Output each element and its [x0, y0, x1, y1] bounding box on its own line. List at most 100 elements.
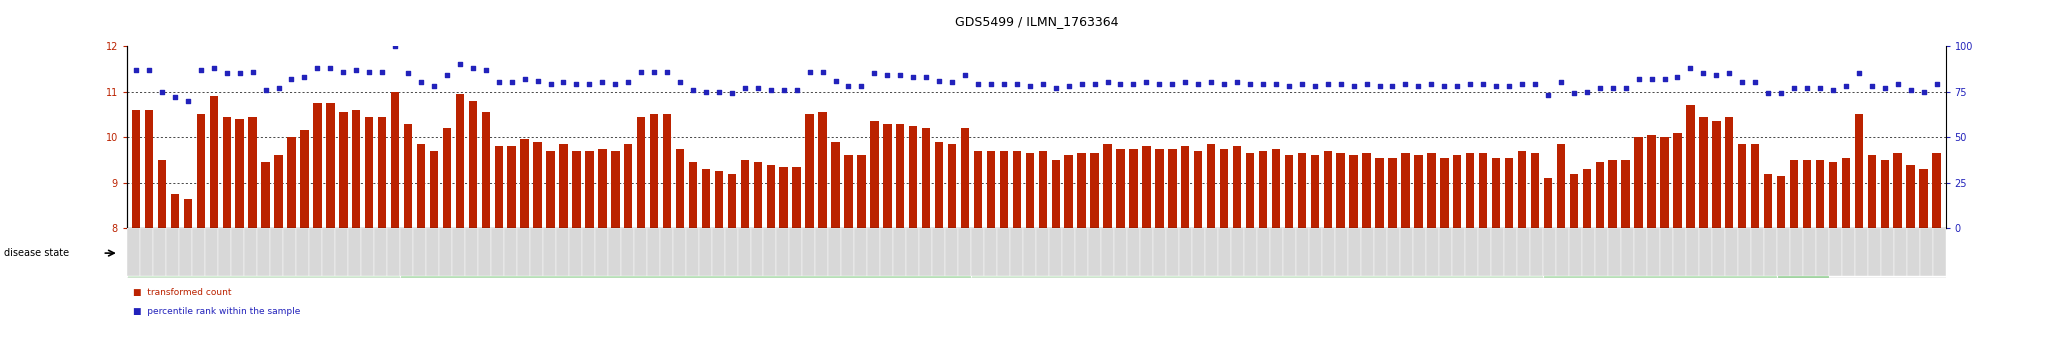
Bar	[1829, 162, 1837, 228]
Point	[262, 85, 295, 91]
Point	[1014, 83, 1047, 89]
Bar	[494, 146, 504, 228]
Bar	[1556, 144, 1565, 228]
Bar	[1102, 228, 1114, 276]
Bar	[1518, 151, 1526, 228]
Bar	[1491, 158, 1501, 228]
Bar	[1323, 228, 1335, 276]
Bar	[958, 228, 971, 276]
Bar	[1425, 228, 1440, 276]
Bar	[1012, 151, 1022, 228]
Point	[1116, 81, 1149, 87]
Point	[754, 87, 786, 93]
Bar	[1155, 149, 1163, 228]
Bar	[154, 228, 166, 276]
Bar	[883, 124, 891, 228]
Bar	[1337, 153, 1346, 228]
Bar	[1464, 228, 1479, 276]
Point	[1688, 70, 1720, 76]
Bar	[399, 228, 971, 278]
Point	[379, 43, 412, 49]
Point	[831, 83, 864, 89]
Bar	[209, 96, 217, 228]
Bar	[1530, 153, 1540, 228]
Point	[664, 80, 696, 85]
Bar	[127, 228, 139, 276]
Bar	[1634, 137, 1642, 228]
Bar	[1919, 169, 1927, 228]
Bar	[1724, 228, 1739, 276]
Point	[924, 78, 956, 84]
Point	[1544, 80, 1577, 85]
Point	[885, 72, 918, 78]
Bar	[1362, 153, 1370, 228]
Bar	[727, 174, 735, 228]
Point	[975, 81, 1008, 87]
Point	[1595, 85, 1628, 91]
Bar	[621, 228, 633, 276]
Point	[573, 81, 606, 87]
Bar	[932, 228, 946, 276]
Bar	[1182, 146, 1190, 228]
Bar	[322, 228, 334, 276]
Bar	[184, 199, 193, 228]
Bar	[1661, 137, 1669, 228]
Bar	[1284, 155, 1292, 228]
Point	[1104, 81, 1137, 87]
Point	[1038, 85, 1071, 91]
Bar	[582, 228, 594, 276]
Bar	[676, 149, 684, 228]
Point	[1298, 83, 1331, 89]
Bar	[1698, 228, 1712, 276]
Bar	[438, 228, 453, 276]
Point	[1882, 81, 1915, 87]
Bar	[1673, 133, 1681, 228]
Bar	[569, 228, 582, 276]
Bar	[301, 130, 309, 228]
Bar	[711, 228, 725, 276]
Bar	[1724, 117, 1733, 228]
Bar	[1335, 228, 1348, 276]
Bar	[1841, 228, 1855, 276]
Bar	[1479, 228, 1491, 276]
Point	[1532, 92, 1565, 98]
Bar	[1440, 158, 1448, 228]
Bar	[1075, 228, 1087, 276]
Bar	[997, 228, 1010, 276]
Point	[1337, 83, 1370, 89]
Point	[328, 69, 360, 74]
Point	[1026, 81, 1059, 87]
Text: systemic sclerosis SSc
complicated by interstitial
lung disease and
pulmonary hy: systemic sclerosis SSc complicated by in…	[1747, 233, 1858, 273]
Point	[1286, 81, 1319, 87]
Bar	[922, 128, 930, 228]
Bar	[530, 228, 543, 276]
Bar	[750, 228, 764, 276]
Point	[819, 78, 852, 84]
Bar	[608, 228, 621, 276]
Bar	[1659, 228, 1673, 276]
Point	[1790, 85, 1823, 91]
Bar	[532, 142, 543, 228]
Point	[211, 70, 244, 76]
Point	[274, 76, 307, 82]
Point	[289, 74, 322, 80]
Bar	[1503, 228, 1518, 276]
Bar	[1126, 228, 1141, 276]
Bar	[360, 228, 375, 276]
Bar	[686, 228, 698, 276]
Bar	[1413, 228, 1425, 276]
Point	[598, 81, 631, 87]
Bar	[1608, 160, 1618, 228]
Bar	[1245, 153, 1253, 228]
Bar	[1802, 160, 1810, 228]
Bar	[559, 144, 567, 228]
Bar	[262, 162, 270, 228]
Point	[1843, 70, 1876, 76]
Point	[897, 74, 930, 80]
Point	[936, 80, 969, 85]
Point	[1221, 80, 1253, 85]
Bar	[1309, 228, 1323, 276]
Point	[457, 65, 489, 71]
Point	[1130, 80, 1163, 85]
Point	[1376, 83, 1409, 89]
